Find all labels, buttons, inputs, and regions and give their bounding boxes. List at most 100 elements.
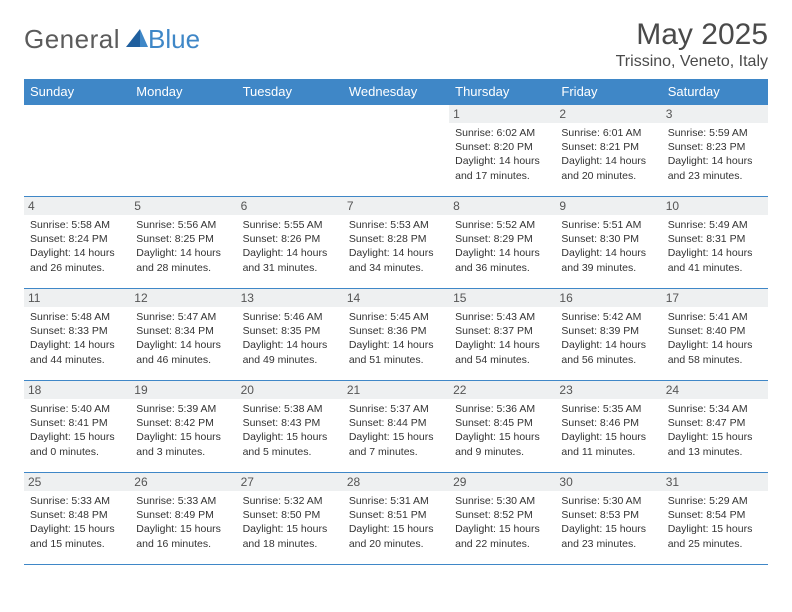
daylight-text-1: Daylight: 14 hours <box>349 338 443 352</box>
calendar-day-cell: 1 Sunrise: 6:02 AMSunset: 8:20 PMDaylight… <box>449 105 555 197</box>
calendar-day-cell <box>237 105 343 197</box>
daylight-text-1: Daylight: 15 hours <box>455 522 549 536</box>
calendar-day-cell: 14Sunrise: 5:45 AMSunset: 8:36 PMDayligh… <box>343 289 449 381</box>
calendar-day-cell: 29Sunrise: 5:30 AMSunset: 8:52 PMDayligh… <box>449 473 555 565</box>
calendar-day-cell: 23Sunrise: 5:35 AMSunset: 8:46 PMDayligh… <box>555 381 661 473</box>
day-details: Sunrise: 6:02 AMSunset: 8:20 PMDaylight:… <box>455 126 549 183</box>
weekday-header: Thursday <box>449 79 555 105</box>
day-details: Sunrise: 5:46 AMSunset: 8:35 PMDaylight:… <box>243 310 337 367</box>
daylight-text-2: and 28 minutes. <box>136 261 230 275</box>
day-details: Sunrise: 5:41 AMSunset: 8:40 PMDaylight:… <box>668 310 762 367</box>
calendar-day-cell: 17 Sunrise: 5:41 AMSunset: 8:40 PMDayligh… <box>662 289 768 381</box>
sunrise-text: Sunrise: 5:41 AM <box>668 310 762 324</box>
daylight-text-1: Daylight: 14 hours <box>243 246 337 260</box>
calendar-day-cell: 2Sunrise: 6:01 AMSunset: 8:21 PMDaylight… <box>555 105 661 197</box>
day-details: Sunrise: 5:39 AMSunset: 8:42 PMDaylight:… <box>136 402 230 459</box>
daylight-text-2: and 58 minutes. <box>668 353 762 367</box>
sunset-text: Sunset: 8:29 PM <box>455 232 549 246</box>
daylight-text-1: Daylight: 14 hours <box>455 154 549 168</box>
sunset-text: Sunset: 8:34 PM <box>136 324 230 338</box>
sunset-text: Sunset: 8:42 PM <box>136 416 230 430</box>
calendar-day-cell: 31Sunrise: 5:29 AMSunset: 8:54 PMDayligh… <box>662 473 768 565</box>
calendar-day-cell: 7Sunrise: 5:53 AMSunset: 8:28 PMDaylight… <box>343 197 449 289</box>
weekday-header: Friday <box>555 79 661 105</box>
day-number: 17 <box>662 289 768 307</box>
sunrise-text: Sunrise: 5:45 AM <box>349 310 443 324</box>
brand-part2: Blue <box>148 24 200 55</box>
day-details: Sunrise: 5:31 AMSunset: 8:51 PMDaylight:… <box>349 494 443 551</box>
sunrise-text: Sunrise: 6:02 AM <box>455 126 549 140</box>
daylight-text-2: and 9 minutes. <box>455 445 549 459</box>
title-block: May 2025 Trissino, Veneto, Italy <box>616 18 768 71</box>
calendar-day-cell: 30Sunrise: 5:30 AMSunset: 8:53 PMDayligh… <box>555 473 661 565</box>
daylight-text-2: and 15 minutes. <box>30 537 124 551</box>
sunset-text: Sunset: 8:36 PM <box>349 324 443 338</box>
weekday-header: Wednesday <box>343 79 449 105</box>
daylight-text-1: Daylight: 14 hours <box>668 154 762 168</box>
calendar-week-row: 18 Sunrise: 5:40 AMSunset: 8:41 PMDayligh… <box>24 381 768 473</box>
daylight-text-2: and 39 minutes. <box>561 261 655 275</box>
daylight-text-1: Daylight: 14 hours <box>561 338 655 352</box>
sunset-text: Sunset: 8:23 PM <box>668 140 762 154</box>
sunset-text: Sunset: 8:33 PM <box>30 324 124 338</box>
sunrise-text: Sunrise: 5:48 AM <box>30 310 124 324</box>
day-details: Sunrise: 5:47 AMSunset: 8:34 PMDaylight:… <box>136 310 230 367</box>
day-number: 5 <box>130 197 236 215</box>
sunset-text: Sunset: 8:44 PM <box>349 416 443 430</box>
day-number: 18 <box>24 381 130 399</box>
daylight-text-2: and 5 minutes. <box>243 445 337 459</box>
sunrise-text: Sunrise: 5:43 AM <box>455 310 549 324</box>
sunset-text: Sunset: 8:46 PM <box>561 416 655 430</box>
daylight-text-2: and 31 minutes. <box>243 261 337 275</box>
day-details: Sunrise: 5:43 AMSunset: 8:37 PMDaylight:… <box>455 310 549 367</box>
day-number: 26 <box>130 473 236 491</box>
month-title: May 2025 <box>616 18 768 51</box>
daylight-text-1: Daylight: 15 hours <box>668 430 762 444</box>
sunset-text: Sunset: 8:35 PM <box>243 324 337 338</box>
daylight-text-2: and 23 minutes. <box>561 537 655 551</box>
sunrise-text: Sunrise: 5:46 AM <box>243 310 337 324</box>
calendar-day-cell: 5 Sunrise: 5:56 AMSunset: 8:25 PMDaylight… <box>130 197 236 289</box>
daylight-text-1: Daylight: 15 hours <box>455 430 549 444</box>
sunset-text: Sunset: 8:49 PM <box>136 508 230 522</box>
daylight-text-1: Daylight: 14 hours <box>455 246 549 260</box>
day-details: Sunrise: 5:35 AMSunset: 8:46 PMDaylight:… <box>561 402 655 459</box>
calendar-week-row: 25Sunrise: 5:33 AMSunset: 8:48 PMDayligh… <box>24 473 768 565</box>
day-number: 4 <box>24 197 130 215</box>
weekday-header: Tuesday <box>237 79 343 105</box>
calendar-day-cell: 11Sunrise: 5:48 AMSunset: 8:33 PMDayligh… <box>24 289 130 381</box>
daylight-text-2: and 20 minutes. <box>349 537 443 551</box>
daylight-text-1: Daylight: 15 hours <box>561 522 655 536</box>
weekday-header: Saturday <box>662 79 768 105</box>
daylight-text-1: Daylight: 15 hours <box>136 522 230 536</box>
day-details: Sunrise: 5:40 AMSunset: 8:41 PMDaylight:… <box>30 402 124 459</box>
daylight-text-1: Daylight: 14 hours <box>136 338 230 352</box>
daylight-text-1: Daylight: 15 hours <box>349 522 443 536</box>
daylight-text-2: and 3 minutes. <box>136 445 230 459</box>
sunset-text: Sunset: 8:37 PM <box>455 324 549 338</box>
calendar-day-cell: 21Sunrise: 5:37 AMSunset: 8:44 PMDayligh… <box>343 381 449 473</box>
daylight-text-2: and 25 minutes. <box>668 537 762 551</box>
day-details: Sunrise: 5:56 AMSunset: 8:25 PMDaylight:… <box>136 218 230 275</box>
day-details: Sunrise: 5:38 AMSunset: 8:43 PMDaylight:… <box>243 402 337 459</box>
day-number: 2 <box>555 105 661 123</box>
daylight-text-2: and 36 minutes. <box>455 261 549 275</box>
sunrise-text: Sunrise: 5:58 AM <box>30 218 124 232</box>
daylight-text-2: and 26 minutes. <box>30 261 124 275</box>
sunset-text: Sunset: 8:21 PM <box>561 140 655 154</box>
day-number: 1 <box>449 105 555 123</box>
sunrise-text: Sunrise: 5:37 AM <box>349 402 443 416</box>
daylight-text-2: and 0 minutes. <box>30 445 124 459</box>
day-details: Sunrise: 5:52 AMSunset: 8:29 PMDaylight:… <box>455 218 549 275</box>
day-number: 13 <box>237 289 343 307</box>
location-label: Trissino, Veneto, Italy <box>616 53 768 71</box>
daylight-text-1: Daylight: 14 hours <box>455 338 549 352</box>
day-details: Sunrise: 5:33 AMSunset: 8:48 PMDaylight:… <box>30 494 124 551</box>
daylight-text-1: Daylight: 14 hours <box>561 154 655 168</box>
daylight-text-2: and 56 minutes. <box>561 353 655 367</box>
daylight-text-2: and 23 minutes. <box>668 169 762 183</box>
calendar-day-cell: 26Sunrise: 5:33 AMSunset: 8:49 PMDayligh… <box>130 473 236 565</box>
calendar-day-cell: 20Sunrise: 5:38 AMSunset: 8:43 PMDayligh… <box>237 381 343 473</box>
day-number: 10 <box>662 197 768 215</box>
sunset-text: Sunset: 8:31 PM <box>668 232 762 246</box>
